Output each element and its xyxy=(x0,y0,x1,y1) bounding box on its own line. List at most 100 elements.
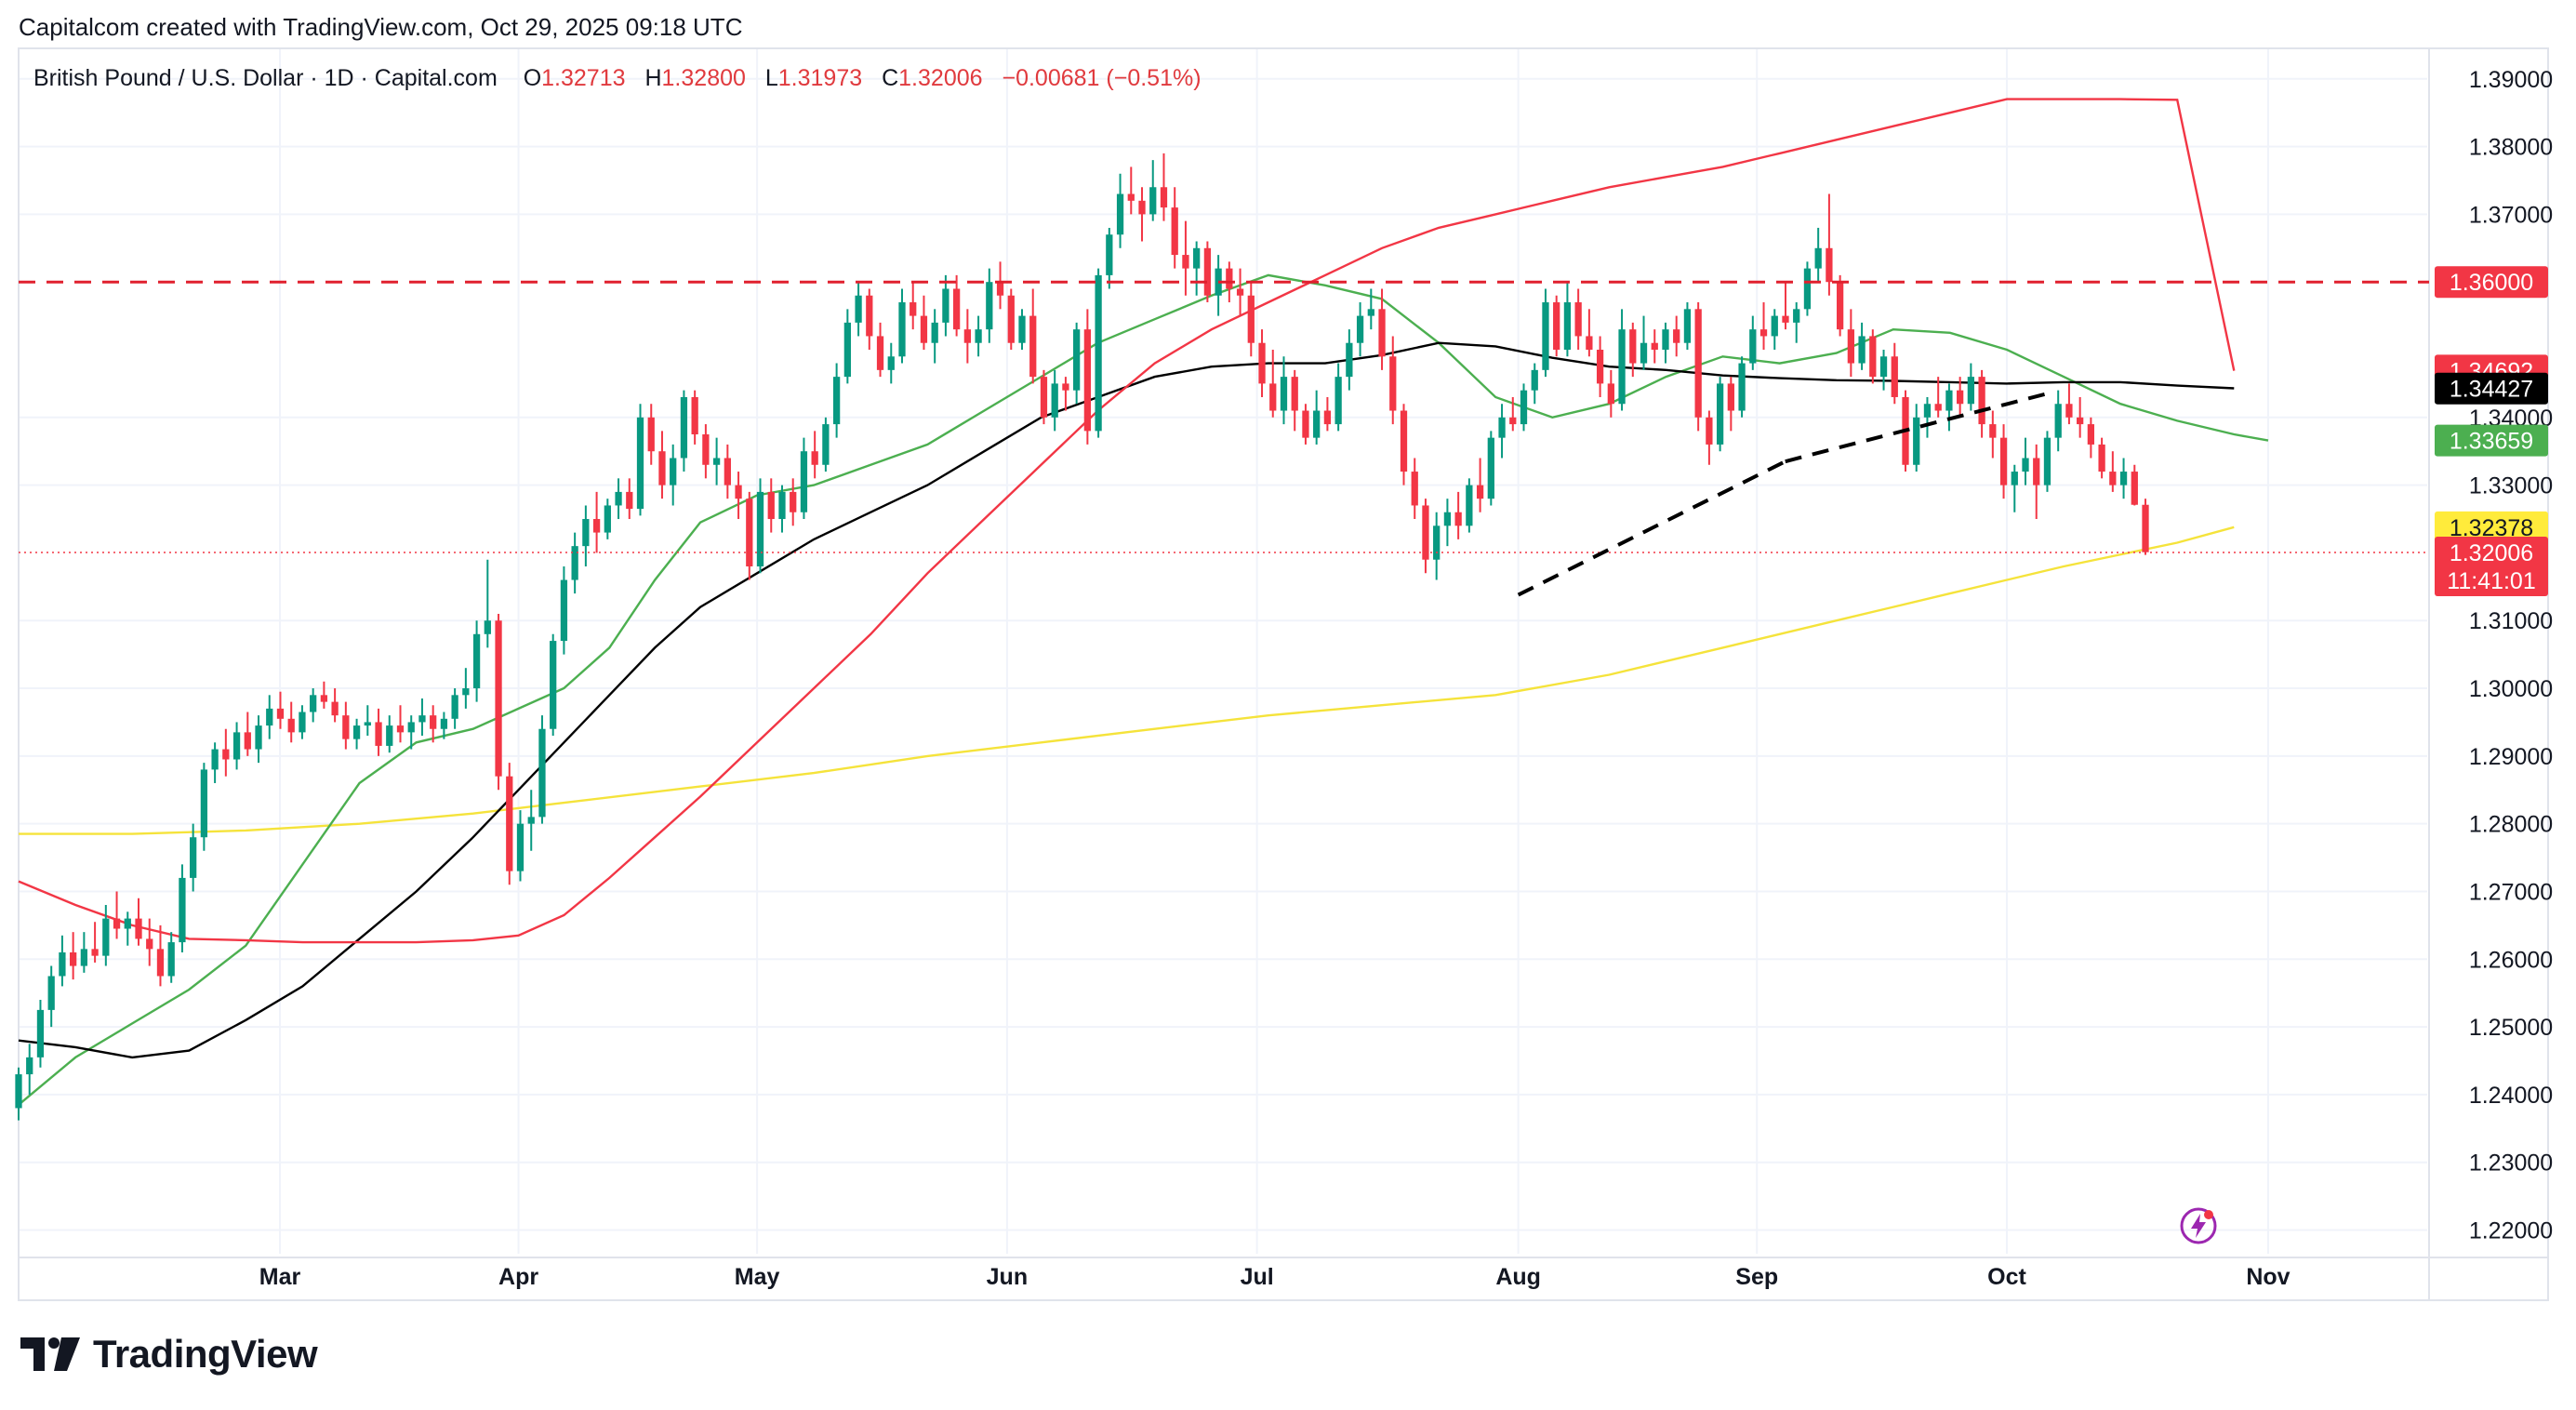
x-tick-label: May xyxy=(735,1264,780,1290)
candle-up xyxy=(1771,315,1778,337)
y-tick-label: 1.37000 xyxy=(2469,202,2553,228)
candle-up xyxy=(538,728,546,818)
candle-up xyxy=(310,695,317,712)
candlesticks xyxy=(15,153,2149,1121)
candle-up xyxy=(975,329,982,343)
candle-up xyxy=(472,633,481,689)
candle-up xyxy=(190,837,197,878)
candle-down xyxy=(1607,383,1614,405)
candle-up xyxy=(102,918,110,956)
candle-down xyxy=(1476,485,1484,499)
candle-up xyxy=(887,356,895,370)
tradingview-logo[interactable]: TradingView xyxy=(20,1332,318,1377)
candle-up xyxy=(451,695,458,719)
candle-down xyxy=(375,722,382,746)
price-label-text: 1.33659 xyxy=(2450,429,2533,455)
candle-down xyxy=(1236,288,1244,296)
candle-up xyxy=(1334,377,1342,425)
series-ma-fast xyxy=(18,273,2269,1106)
candle-down xyxy=(1999,437,2008,486)
candle-down xyxy=(735,485,742,499)
open-label: O xyxy=(523,65,542,91)
candle-down xyxy=(996,282,1004,296)
candle-down xyxy=(1847,329,1854,364)
candle-down xyxy=(135,918,142,939)
x-tick-label: Apr xyxy=(498,1264,538,1290)
candle-down xyxy=(222,749,230,760)
candle-up xyxy=(1367,309,1374,316)
series-ma-slow xyxy=(18,98,2236,944)
candle-down xyxy=(91,949,99,956)
candle-up xyxy=(712,458,721,465)
candle-down xyxy=(1782,315,1789,323)
candle-up xyxy=(1313,410,1321,438)
candle-up xyxy=(2054,404,2062,438)
candle-up xyxy=(2119,472,2128,486)
candle-down xyxy=(1269,383,1277,411)
price-label-box xyxy=(2435,266,2548,299)
candle-up xyxy=(1520,390,1528,425)
candle-down xyxy=(1258,342,1266,384)
y-tick-label: 1.39000 xyxy=(2469,67,2553,93)
candle-up xyxy=(1051,383,1058,418)
candle-up xyxy=(680,396,688,459)
candle-down xyxy=(1957,390,1964,405)
candle-up xyxy=(1683,309,1692,343)
candle-down xyxy=(1629,329,1637,364)
candle-down xyxy=(2131,472,2138,505)
candle-down xyxy=(626,491,633,510)
candle-down xyxy=(2033,458,2040,486)
candle-down xyxy=(1083,329,1092,432)
candle-down xyxy=(1062,383,1069,391)
candle-down xyxy=(331,701,339,716)
candle-up xyxy=(550,641,557,729)
candle-down xyxy=(113,918,121,929)
y-tick-label: 1.38000 xyxy=(2469,135,2553,161)
candle-up xyxy=(855,295,862,323)
candle-down xyxy=(866,295,873,337)
price-label-text: 1.34427 xyxy=(2450,377,2533,403)
y-tick-label: 1.33000 xyxy=(2469,473,2553,499)
candle-down xyxy=(724,458,731,486)
series-ma-200 xyxy=(19,525,2235,835)
candle-up xyxy=(931,322,938,343)
candle-up xyxy=(1803,268,1812,310)
logo-text: TradingView xyxy=(93,1332,318,1376)
support-trendline xyxy=(1517,459,1786,597)
candle-up xyxy=(1149,187,1157,215)
candle-down xyxy=(1454,512,1462,526)
candle-up xyxy=(484,620,491,634)
candle-up xyxy=(778,491,786,520)
alert-bolt-icon[interactable] xyxy=(2178,1205,2219,1246)
series-ma-mid xyxy=(18,341,2235,1059)
candle-down xyxy=(1389,356,1397,411)
price-label-box xyxy=(2435,536,2548,596)
support-trendline-2 xyxy=(1785,392,2048,464)
y-tick-label: 1.27000 xyxy=(2469,879,2553,905)
low-label: L xyxy=(764,65,778,91)
candle-down xyxy=(963,329,971,343)
candle-up xyxy=(1858,336,1866,364)
candle-up xyxy=(1106,234,1113,275)
y-tick-label: 1.23000 xyxy=(2469,1151,2553,1177)
symbol-legend: British Pound / U.S. Dollar · 1D · Capit… xyxy=(33,65,1215,92)
price-label-text: 1.36000 xyxy=(2450,270,2533,296)
price-label-box xyxy=(2435,372,2548,405)
candle-up xyxy=(407,722,415,733)
candle-up xyxy=(832,377,841,425)
candle-up xyxy=(670,458,677,486)
candle-down xyxy=(1891,356,1898,397)
candle-up xyxy=(26,1057,33,1075)
price-label-box xyxy=(2435,511,2548,543)
candle-up xyxy=(2011,472,2018,486)
candle-up xyxy=(1531,369,1538,391)
candle-up xyxy=(1487,437,1494,499)
symbol-name[interactable]: British Pound / U.S. Dollar · 1D · Capit… xyxy=(33,65,498,91)
candle-down xyxy=(1247,295,1255,343)
candle-down xyxy=(658,451,666,486)
candle-down xyxy=(506,776,513,871)
y-tick-label: 1.30000 xyxy=(2469,676,2553,702)
candle-down xyxy=(430,715,437,729)
high-label: H xyxy=(644,65,662,91)
